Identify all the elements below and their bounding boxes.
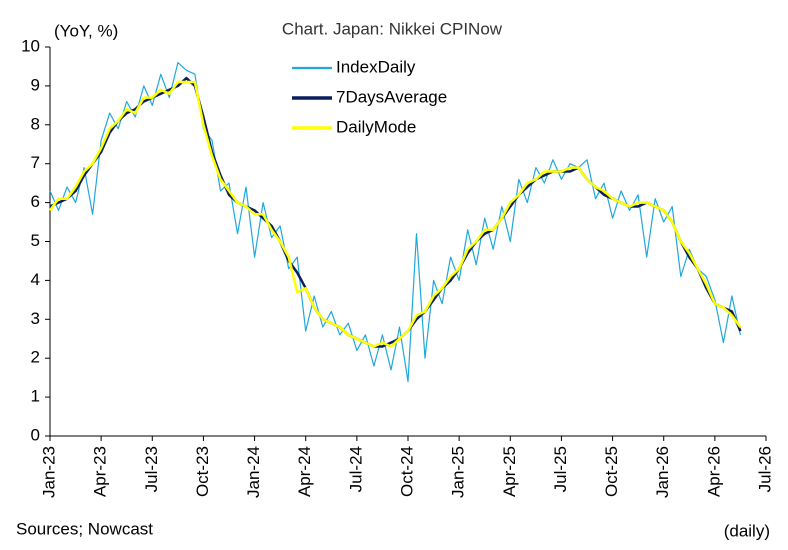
y-tick-label: 0 [31,425,40,444]
frequency-note: (daily) [724,521,770,540]
series-line [48,80,742,348]
y-tick-label: 4 [31,270,40,289]
x-tick-label: Oct-23 [193,446,212,497]
legend-label: DailyMode [336,117,416,136]
x-tick-label: Apr-25 [500,446,519,497]
x-tick-label: Jul-26 [755,446,774,492]
x-tick-label: Jan-24 [244,446,263,498]
y-tick-label: 1 [31,387,40,406]
chart-title: Chart. Japan: Nikkei CPINow [282,19,503,38]
y-tick-label: 9 [31,75,40,94]
x-tick-label: Jan-23 [39,446,58,498]
y-tick-label: 6 [31,192,40,211]
x-tick-label: Jul-23 [142,446,161,492]
y-tick-label: 7 [31,153,40,172]
legend-label: IndexDaily [336,57,416,76]
x-tick-label: Apr-23 [91,446,110,497]
y-tick-label: 3 [31,309,40,328]
y-tick-label: 2 [31,348,40,367]
y-tick-label: 8 [31,114,40,133]
legend-label: 7DaysAverage [336,87,447,106]
x-tick-label: Apr-26 [704,446,723,497]
x-tick-label: Jan-25 [449,446,468,498]
x-tick-label: Jul-24 [346,446,365,492]
y-tick-label: 10 [21,36,40,55]
source-note: Sources; Nowcast [16,519,153,538]
series-line [49,62,741,383]
y-tick-label: 5 [31,231,40,250]
x-tick-label: Jan-26 [653,446,672,498]
x-tick-label: Jul-25 [551,446,570,492]
x-tick-label: Oct-24 [397,446,416,497]
y-axis-label: (YoY, %) [54,21,118,40]
x-tick-label: Oct-25 [602,446,621,497]
x-tick-label: Apr-24 [295,446,314,497]
